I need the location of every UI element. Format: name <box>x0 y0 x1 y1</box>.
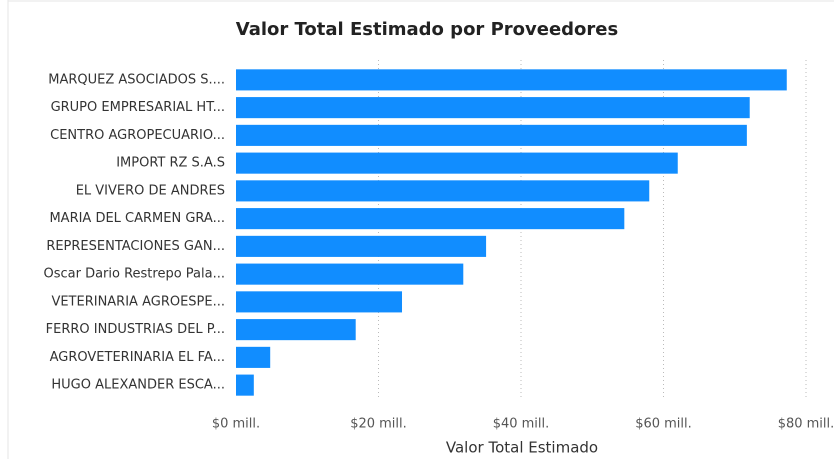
y-tick-label: FERRO INDUSTRIAS DEL P... <box>46 322 225 337</box>
bar <box>236 263 464 285</box>
x-tick-label: $40 mill. <box>493 417 550 432</box>
chart-title: Valor Total Estimado por Proveedores <box>236 19 618 40</box>
bar <box>236 235 487 257</box>
bar <box>236 124 747 146</box>
y-tick-label: GRUPO EMPRESARIAL HT... <box>51 100 225 115</box>
x-tick-label: $60 mill. <box>635 417 692 432</box>
bar <box>236 208 625 230</box>
bar <box>236 69 787 91</box>
y-tick-label: MARQUEZ ASOCIADOS S.... <box>48 72 225 87</box>
bar <box>236 319 356 341</box>
y-tick-label: MARIA DEL CARMEN GRA... <box>49 211 225 226</box>
bar <box>236 97 750 119</box>
bar <box>236 291 403 313</box>
y-tick-label: HUGO ALEXANDER ESCA... <box>51 378 225 393</box>
bar <box>236 152 678 174</box>
x-tick-label: $20 mill. <box>350 417 407 432</box>
y-tick-label: VETERINARIA AGROESPE... <box>51 294 225 309</box>
y-tick-label: AGROVETERINARIA EL FA... <box>50 350 225 365</box>
y-tick-label: Oscar Dario Restrepo Pala... <box>43 267 225 282</box>
y-tick-label: IMPORT RZ S.A.S <box>116 156 225 171</box>
bar <box>236 374 254 396</box>
x-tick-label: $0 mill. <box>212 417 260 432</box>
bar <box>236 180 650 202</box>
bar <box>236 346 271 368</box>
y-tick-label: REPRESENTACIONES GAN... <box>46 239 225 254</box>
x-axis-title: Valor Total Estimado <box>446 439 598 457</box>
y-tick-label: EL VIVERO DE ANDRES <box>76 183 225 198</box>
y-tick-label: CENTRO AGROPECUARIO... <box>50 128 225 143</box>
x-tick-label: $80 mill. <box>778 417 834 432</box>
